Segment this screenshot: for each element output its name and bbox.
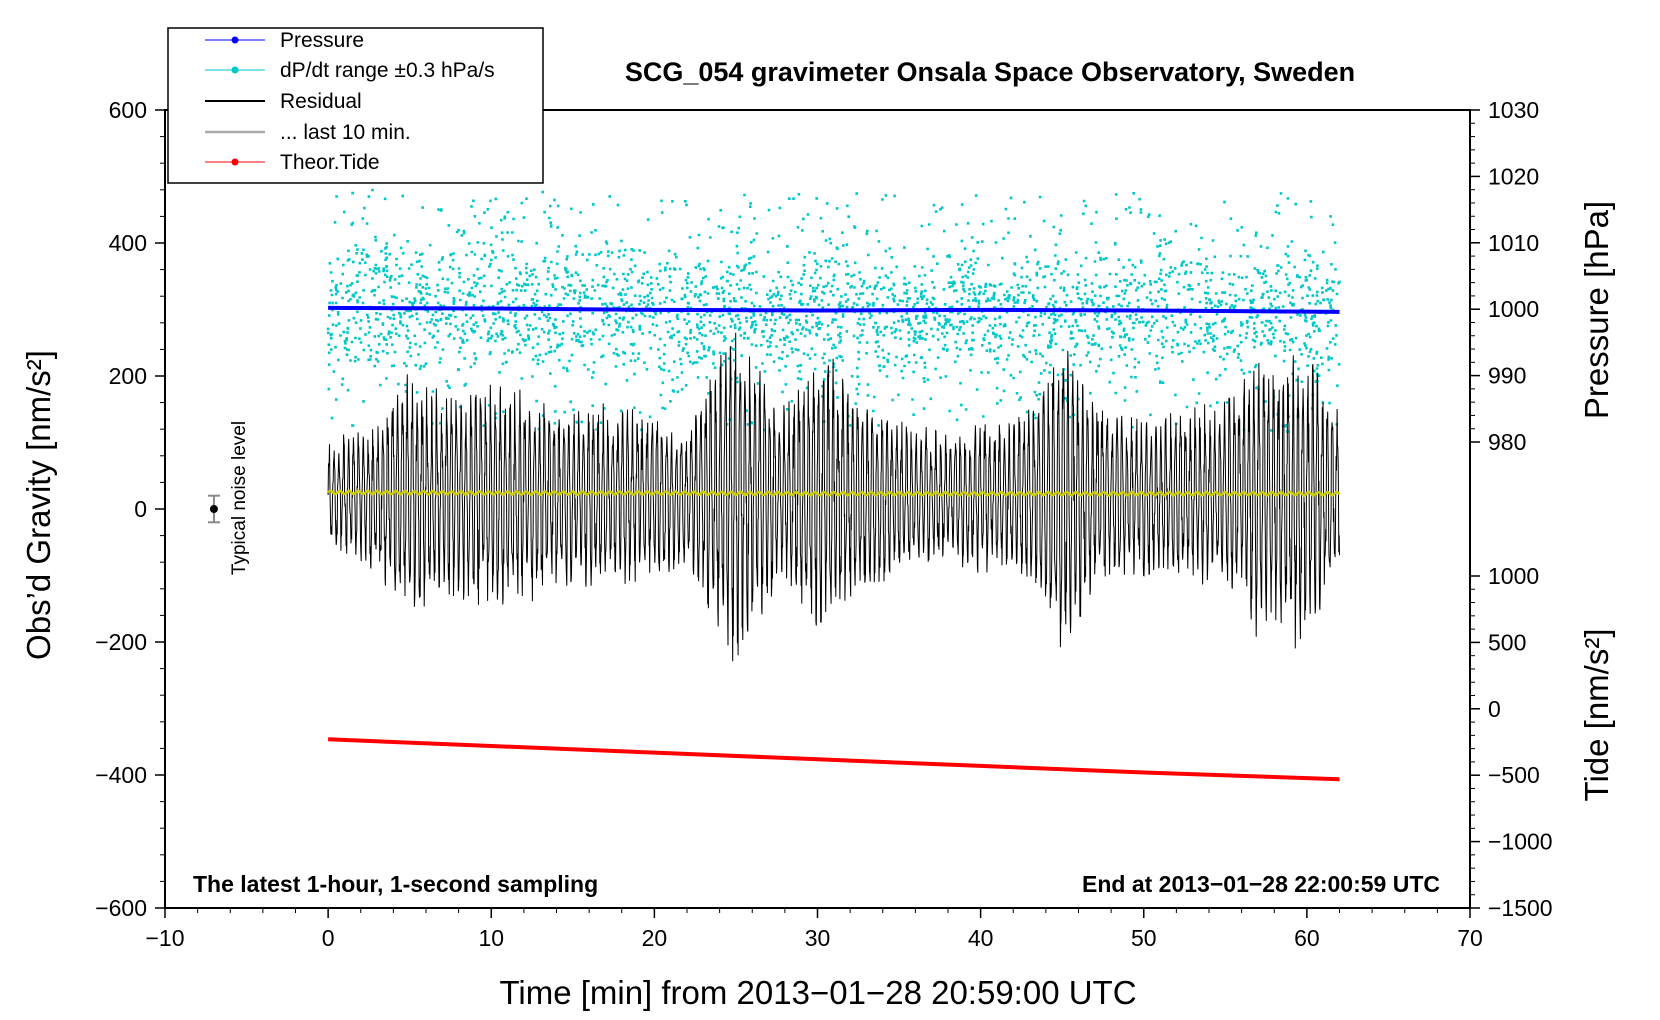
chart-title: SCG_054 gravimeter Onsala Space Observat… <box>625 57 1355 87</box>
legend-label-pressure: Pressure <box>280 29 364 52</box>
x-tick-label: 0 <box>322 925 335 951</box>
annotation-sampling: The latest 1-hour, 1-second sampling <box>193 871 598 897</box>
y-axis-title-tide: Tide [nm/s²] <box>1578 629 1615 802</box>
legend-marker-dpdt <box>231 66 239 74</box>
noise-label: Typical noise level <box>229 421 250 575</box>
pressure-tick-label: 1010 <box>1488 230 1539 256</box>
pressure-tick-label: 990 <box>1488 363 1526 389</box>
legend-box <box>167 27 544 184</box>
y-axis-title-left: Obs’d Gravity [nm/s²] <box>20 350 57 660</box>
y-left-tick-label: 400 <box>109 230 147 256</box>
tide-tick-label: 1000 <box>1488 563 1539 589</box>
legend-label-dpdt: dP/dt range ±0.3 hPa/s <box>280 59 495 82</box>
x-tick-label: 70 <box>1457 925 1483 951</box>
tide-tick-label: −1500 <box>1488 895 1553 921</box>
series-residual-smoothed <box>327 489 1341 497</box>
series-pressure <box>328 305 1340 314</box>
annotation-end-time: End at 2013−01−28 22:00:59 UTC <box>1082 871 1440 897</box>
x-tick-label: 30 <box>805 925 831 951</box>
y-axis-title-pressure: Pressure [hPa] <box>1578 201 1615 419</box>
y-left-tick-label: −200 <box>95 629 147 655</box>
x-axis-title: Time [min] from 2013−01−28 20:59:00 UTC <box>499 974 1136 1011</box>
noise-point <box>209 505 218 513</box>
tide-tick-label: 500 <box>1488 629 1526 655</box>
tide-tick-label: −500 <box>1488 762 1540 788</box>
legend-label-last10: ... last 10 min. <box>280 121 411 144</box>
x-tick-label: 40 <box>968 925 994 951</box>
pressure-tick-label: 980 <box>1488 429 1526 455</box>
x-tick-label: 60 <box>1294 925 1320 951</box>
y-left-tick-label: −600 <box>95 895 147 921</box>
pressure-tick-label: 1000 <box>1488 296 1539 322</box>
pressure-tick-label: 1030 <box>1488 97 1539 123</box>
y-left-tick-label: 200 <box>109 363 147 389</box>
series-layer <box>327 305 1341 909</box>
tide-tick-label: 0 <box>1488 696 1501 722</box>
noise-indicator: Typical noise level <box>207 421 250 575</box>
x-tick-label: 50 <box>1131 925 1157 951</box>
y-left-tick-label: −400 <box>95 762 147 788</box>
legend-label-residual: Residual <box>280 90 362 113</box>
axis-ticks: −10 0 10 20 30 40 50 60 70−600−400−2000200400600… <box>95 97 1552 951</box>
x-tick-label: −10 <box>145 925 184 951</box>
x-tick-label: 10 <box>478 925 504 951</box>
legend-label-tide: Theor.Tide <box>280 151 380 174</box>
tide-tick-label: −1000 <box>1488 829 1553 855</box>
legend: Pressure dP/dt range ±0.3 hPa/s Residual… <box>167 27 544 184</box>
x-tick-label: 20 <box>642 925 668 951</box>
y-left-tick-label: 0 <box>134 496 147 522</box>
series-theoretical-tide <box>328 737 1340 782</box>
legend-marker-pressure <box>231 36 239 44</box>
series-residual <box>327 332 1340 662</box>
y-left-tick-label: 600 <box>109 97 147 123</box>
pressure-tick-label: 1020 <box>1488 163 1539 189</box>
legend-marker-tide <box>231 158 239 166</box>
